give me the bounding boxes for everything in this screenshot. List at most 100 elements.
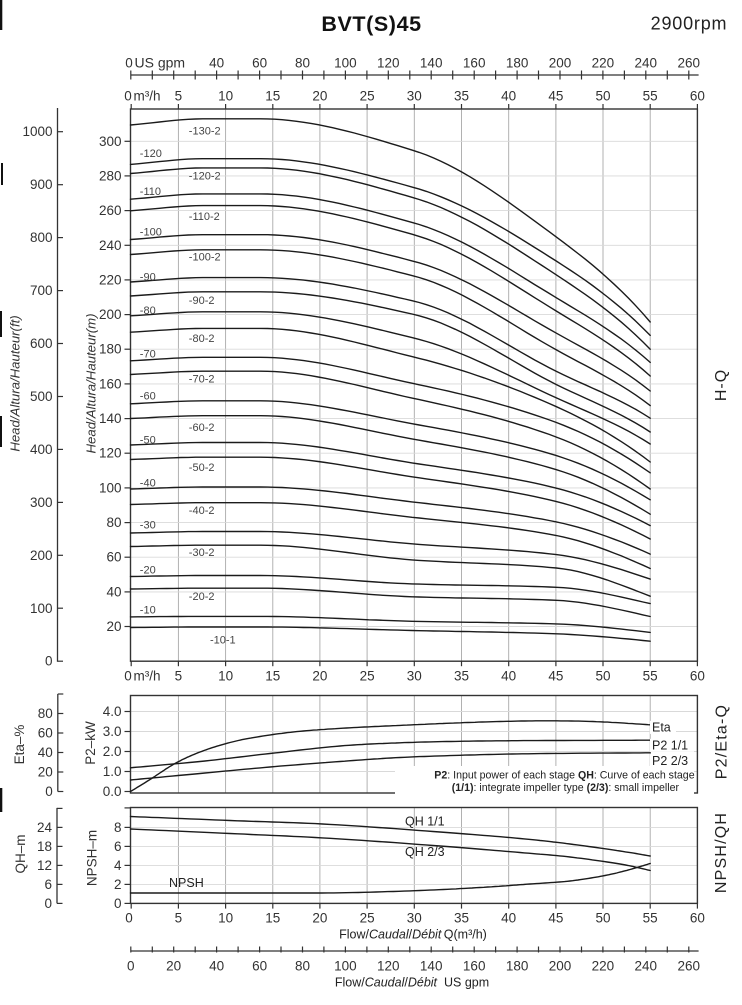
svg-text:NPSH: NPSH [169,876,204,890]
svg-text:P2 2/3: P2 2/3 [652,754,688,768]
svg-text:0: 0 [124,89,132,104]
svg-text:260: 260 [99,203,122,218]
svg-text:240: 240 [99,238,122,253]
svg-text:8: 8 [114,820,122,835]
svg-text:20: 20 [38,765,53,780]
svg-text:50: 50 [595,911,610,926]
svg-text:80: 80 [295,56,310,71]
svg-text:NPSH/QH: NPSH/QH [713,812,730,893]
svg-text:0: 0 [125,56,133,71]
svg-text:Flow/Caudal/Débit Q(m³/h): Flow/Caudal/Débit Q(m³/h) [339,928,487,942]
svg-text:45: 45 [548,911,563,926]
svg-text:50: 50 [595,669,610,684]
svg-text:H-Q: H-Q [713,369,730,401]
svg-text:0: 0 [124,669,132,684]
svg-text:-120-2: -120-2 [189,171,221,183]
svg-text:100: 100 [99,480,122,495]
svg-text:-60: -60 [140,391,156,403]
svg-text:400: 400 [30,442,53,457]
svg-text:-70: -70 [140,348,156,360]
svg-text:140: 140 [99,411,122,426]
svg-text:P2: Input power of each stage: P2: Input power of each stage QH: Curve … [434,770,694,782]
svg-text:-10-1: -10-1 [210,635,236,647]
svg-text:3.0: 3.0 [103,724,122,739]
svg-text:0: 0 [44,896,52,911]
svg-text:-100: -100 [140,227,162,239]
svg-text:80: 80 [106,515,121,530]
svg-text:200: 200 [549,56,572,71]
svg-text:-80: -80 [140,305,156,317]
svg-text:0: 0 [45,654,53,669]
svg-text:24: 24 [37,820,53,835]
svg-text:180: 180 [506,56,529,71]
svg-text:12: 12 [37,858,52,873]
svg-text:P2–kW: P2–kW [83,721,98,765]
svg-text:700: 700 [30,283,53,298]
svg-text:NPSH–m: NPSH–m [85,830,100,886]
svg-text:30: 30 [407,911,422,926]
svg-text:Eta: Eta [652,721,671,735]
svg-text:QH 2/3: QH 2/3 [405,845,445,859]
svg-text:-90-2: -90-2 [189,295,215,307]
svg-text:180: 180 [506,959,529,974]
svg-text:-20-2: -20-2 [189,591,215,603]
svg-text:-40-2: -40-2 [189,505,215,517]
svg-text:180: 180 [99,342,122,357]
svg-text:2900rpm: 2900rpm [651,14,728,34]
svg-text:600: 600 [30,336,53,351]
svg-text:25: 25 [360,669,375,684]
svg-text:100: 100 [334,56,357,71]
svg-text:260: 260 [678,959,701,974]
svg-text:-60-2: -60-2 [189,422,215,434]
svg-text:20: 20 [106,619,121,634]
svg-text:0: 0 [114,896,122,911]
svg-text:BVT(S)45: BVT(S)45 [321,12,421,36]
svg-text:4: 4 [114,858,122,873]
svg-text:5: 5 [175,89,183,104]
svg-text:50: 50 [595,89,610,104]
svg-text:20: 20 [166,959,181,974]
svg-text:-70-2: -70-2 [189,374,215,386]
svg-text:40: 40 [501,669,516,684]
svg-text:60: 60 [252,959,267,974]
svg-text:-130-2: -130-2 [189,125,221,137]
svg-text:-50: -50 [140,435,156,447]
svg-text:40: 40 [501,911,516,926]
svg-text:0: 0 [45,784,53,799]
svg-text:35: 35 [454,911,469,926]
svg-text:-80-2: -80-2 [189,333,215,345]
svg-text:0: 0 [125,911,133,926]
svg-text:20: 20 [312,669,327,684]
svg-text:60: 60 [690,669,705,684]
svg-text:P2/Eta-Q: P2/Eta-Q [714,704,731,779]
svg-text:1000: 1000 [22,124,52,139]
svg-text:QH–m: QH–m [13,834,28,873]
svg-text:Head/Altura/Hauteur(m): Head/Altura/Hauteur(m) [84,314,99,454]
svg-text:-110-2: -110-2 [189,211,220,223]
svg-text:40: 40 [209,959,224,974]
svg-text:60: 60 [38,726,53,741]
svg-text:-10: -10 [140,605,156,617]
svg-text:220: 220 [592,56,615,71]
svg-text:200: 200 [30,548,53,563]
svg-text:-30-2: -30-2 [189,547,215,559]
svg-text:45: 45 [548,89,563,104]
svg-text:60: 60 [690,911,705,926]
svg-text:(1/1): integrate impeller type: (1/1): integrate impeller type (2/3): sm… [452,782,680,794]
svg-text:-20: -20 [140,564,156,576]
svg-text:15: 15 [265,89,280,104]
svg-text:80: 80 [38,706,53,721]
svg-text:240: 240 [635,959,658,974]
svg-text:120: 120 [377,56,400,71]
svg-text:40: 40 [209,56,224,71]
svg-text:15: 15 [265,669,280,684]
svg-text:-120: -120 [140,148,162,160]
svg-text:6: 6 [114,839,122,854]
svg-text:220: 220 [99,272,122,287]
svg-text:500: 500 [30,389,53,404]
svg-text:60: 60 [252,56,267,71]
svg-text:m³/h: m³/h [134,669,161,684]
svg-text:2.0: 2.0 [103,744,122,759]
svg-text:55: 55 [643,669,658,684]
svg-text:10: 10 [218,911,233,926]
